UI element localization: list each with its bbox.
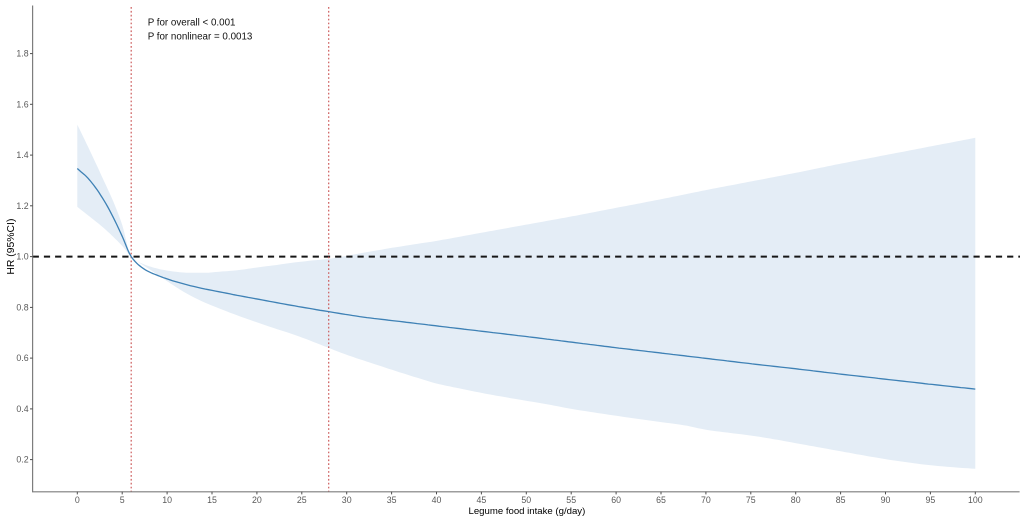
svg-text:30: 30 [342,495,352,505]
svg-text:55: 55 [566,495,576,505]
svg-text:25: 25 [297,495,307,505]
svg-text:0.8: 0.8 [16,303,28,313]
svg-text:50: 50 [521,495,531,505]
svg-text:0.6: 0.6 [16,353,28,363]
svg-text:80: 80 [791,495,801,505]
svg-text:HR (95%CI): HR (95%CI) [6,219,17,275]
svg-text:0: 0 [75,495,80,505]
svg-text:Legume food intake (g/day): Legume food intake (g/day) [468,506,585,517]
svg-text:1.6: 1.6 [16,99,28,109]
svg-text:85: 85 [836,495,846,505]
svg-text:20: 20 [252,495,262,505]
svg-text:10: 10 [162,495,172,505]
svg-text:35: 35 [387,495,397,505]
svg-text:1.2: 1.2 [16,201,28,211]
svg-text:15: 15 [207,495,217,505]
svg-text:95: 95 [926,495,936,505]
svg-text:60: 60 [611,495,621,505]
svg-text:40: 40 [432,495,442,505]
svg-text:90: 90 [881,495,891,505]
svg-text:1.0: 1.0 [16,252,28,262]
svg-text:1.4: 1.4 [16,150,28,160]
svg-text:70: 70 [701,495,711,505]
svg-text:P for overall < 0.001: P for overall < 0.001 [148,17,236,28]
svg-text:5: 5 [120,495,125,505]
svg-text:65: 65 [656,495,666,505]
svg-text:P for nonlinear = 0.0013: P for nonlinear = 0.0013 [148,32,253,43]
svg-text:100: 100 [968,495,983,505]
svg-text:1.8: 1.8 [16,49,28,59]
svg-text:0.2: 0.2 [16,455,28,465]
svg-text:75: 75 [746,495,756,505]
svg-text:45: 45 [477,495,487,505]
svg-text:0.4: 0.4 [16,404,28,414]
